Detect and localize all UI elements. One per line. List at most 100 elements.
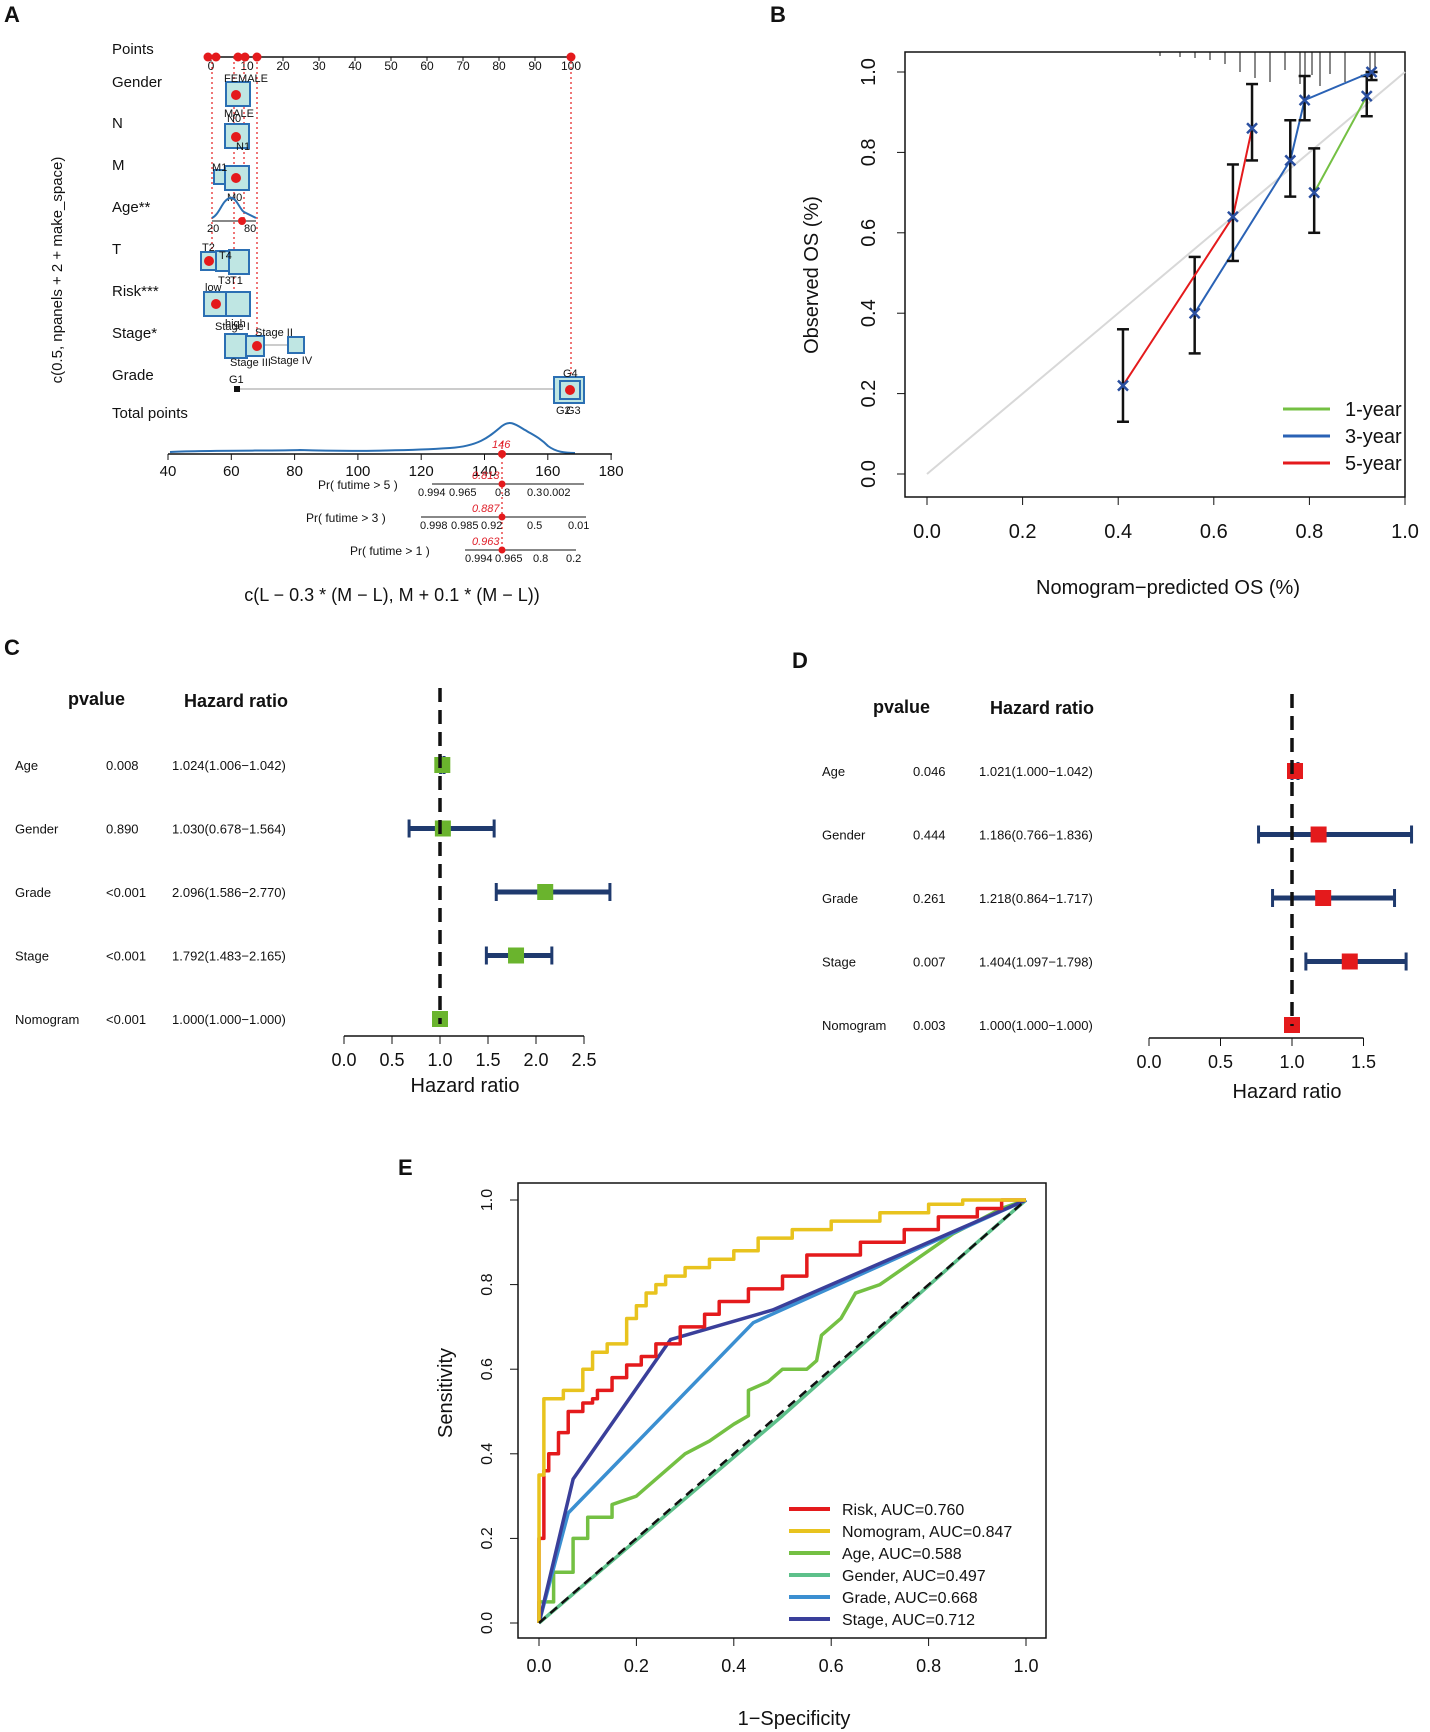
t-box	[228, 249, 250, 275]
forest-row-name: Stage	[822, 955, 856, 970]
calibration-point	[1298, 94, 1311, 107]
total-points-tick-label: 180	[599, 463, 624, 480]
forest-x-tick-label: 0.5	[1208, 1052, 1233, 1072]
total-points-tick-label: 160	[535, 463, 560, 480]
row-name-age: Age**	[112, 199, 151, 216]
forest-row-hr: 1.186(0.766−1.836)	[979, 828, 1093, 843]
stage-box	[287, 336, 305, 354]
forest-row-pvalue: 0.444	[913, 828, 946, 843]
forest-row-pvalue: <0.001	[106, 885, 146, 900]
grade-g1-box	[234, 386, 240, 392]
points-tick-label: 90	[528, 59, 542, 73]
roc-legend-label: Age, AUC=0.588	[842, 1546, 962, 1563]
points-tick-label: 100	[561, 59, 581, 73]
total-points-ticks: 40 60 80 100 120 140 160 180	[160, 454, 624, 480]
roc-legend-label: Gender, AUC=0.497	[842, 1568, 986, 1585]
calibration-point	[1365, 66, 1378, 78]
total-points-tick-label: 120	[409, 463, 434, 480]
roc-x-tick-label: 0.0	[526, 1656, 551, 1676]
total-points-tick-label: 80	[286, 463, 303, 480]
points-marker	[203, 52, 213, 62]
row-name-grade: Grade	[112, 367, 154, 384]
forest-c-x-label: Hazard ratio	[411, 1075, 520, 1097]
calibration-series	[1116, 66, 1378, 423]
forest-row-name: Nomogram	[15, 1012, 79, 1027]
stage-marker	[252, 341, 262, 351]
pr1-value: 0.963	[472, 536, 500, 548]
forest-c-rows: Age 0.008 1.024(1.006−1.042) Gender 0.890 1.0…	[15, 756, 612, 1027]
forest-x-tick-label: 2.0	[523, 1050, 548, 1070]
panel-b-calibration: 0.0 0.2 0.4 0.6 0.8 1.0 0.0 0.2 0.4 0.6 0.8 1.0 Nom…	[801, 51, 1419, 599]
forest-d-x-label: Hazard ratio	[1233, 1081, 1342, 1103]
roc-x-tick-label: 0.2	[624, 1656, 649, 1676]
calibration-point	[1284, 154, 1297, 167]
forest-row-pvalue: <0.001	[106, 949, 146, 964]
forest-row-pvalue: 0.890	[106, 822, 139, 837]
stage-level-iv: Stage IV	[270, 355, 313, 367]
calibration-legend: 1-year 3-year 5-year	[1283, 399, 1402, 475]
roc-curve-0	[537, 1198, 1026, 1623]
roc-y-tick-label: 0.0	[479, 1612, 496, 1634]
x-tick-label: 0.6	[1200, 521, 1228, 543]
grade-level-g3: G3	[566, 405, 581, 417]
y-tick-label: 0.8	[858, 138, 880, 166]
t-level-t4: T4	[219, 250, 232, 262]
roc-x-label: 1−Specificity	[738, 1708, 851, 1730]
total-points-tick-label: 140	[472, 463, 497, 480]
points-tick-label: 60	[420, 59, 434, 73]
risk-level-high: high	[225, 318, 246, 330]
calibration-y-label: Observed OS (%)	[801, 196, 823, 354]
row-name-n: N	[112, 115, 123, 132]
points-tick-label: 70	[456, 59, 470, 73]
grade-level-g1: G1	[229, 374, 244, 386]
m-level-m1: M1	[212, 162, 227, 174]
forest-row-name: Gender	[822, 828, 866, 843]
points-marker	[211, 52, 221, 62]
probability-rows: Pr( futime > 5 ) 0.813 0.994 0.965 0.8 0…	[306, 470, 589, 565]
points-tick-label: 0	[208, 59, 215, 73]
roc-y-tick-label: 1.0	[479, 1189, 496, 1211]
pr5-tick: 0.994	[418, 487, 446, 499]
forest-x-tick-label: 2.5	[571, 1050, 596, 1070]
points-marker	[240, 52, 250, 62]
roc-x-tick-label: 0.4	[721, 1656, 746, 1676]
y-tick-label: 1.0	[858, 58, 880, 86]
roc-plot-frame	[517, 1182, 1047, 1639]
pr3-tick: 0.5	[527, 520, 542, 532]
forest-row-hr: 1.404(1.097−1.798)	[979, 955, 1093, 970]
forest-row-pvalue: 0.046	[913, 764, 946, 779]
forest-point	[1315, 890, 1332, 906]
nomogram-x-label: c(L − 0.3 * (M − L), M + 0.1 * (M − L))	[244, 585, 539, 605]
forest-row-hr: 1.024(1.006−1.042)	[172, 758, 286, 773]
pr5-label: Pr( futime > 5 )	[318, 478, 398, 492]
forest-row-name: Grade	[822, 891, 858, 906]
m-marker	[231, 173, 241, 183]
calibration-line-1	[1193, 71, 1372, 314]
points-tick-label: 40	[348, 59, 362, 73]
age-tick-20: 20	[207, 223, 219, 235]
legend-label-1year: 1-year	[1345, 399, 1402, 421]
roc-axes: 0.0 0.2 0.4 0.6 0.8 1.0 0.0 0.2 0.4 0.6 0.8 1.0	[479, 1189, 1039, 1676]
forest-row-name: Nomogram	[822, 1018, 886, 1033]
forest-row-name: Age	[15, 758, 38, 773]
ideal-diagonal	[926, 71, 1406, 475]
grade-level-g2: G2	[556, 405, 571, 417]
forest-x-tick-label: 1.5	[1351, 1052, 1376, 1072]
calibration-point	[1308, 186, 1321, 199]
calibration-point	[1246, 122, 1258, 135]
forest-row-name: Gender	[15, 822, 59, 837]
total-points-tick-label: 100	[345, 463, 370, 480]
forest-x-tick-label: 1.0	[1279, 1052, 1304, 1072]
x-tick-label: 0.0	[913, 521, 941, 543]
roc-curve-2	[537, 1198, 1027, 1623]
forest-point	[434, 820, 451, 837]
grade-marker	[565, 385, 575, 395]
panel-d-forest: pvalue Hazard ratio Age 0.046 1.021(1.000−…	[822, 694, 1414, 1103]
roc-legend-label: Grade, AUC=0.668	[842, 1590, 978, 1607]
row-name-points: Points	[112, 41, 154, 58]
pr5-marker	[498, 480, 506, 488]
t-level-t1: T1	[230, 275, 243, 287]
row-name-m: M	[112, 157, 125, 174]
roc-x-tick-label: 0.8	[916, 1656, 941, 1676]
